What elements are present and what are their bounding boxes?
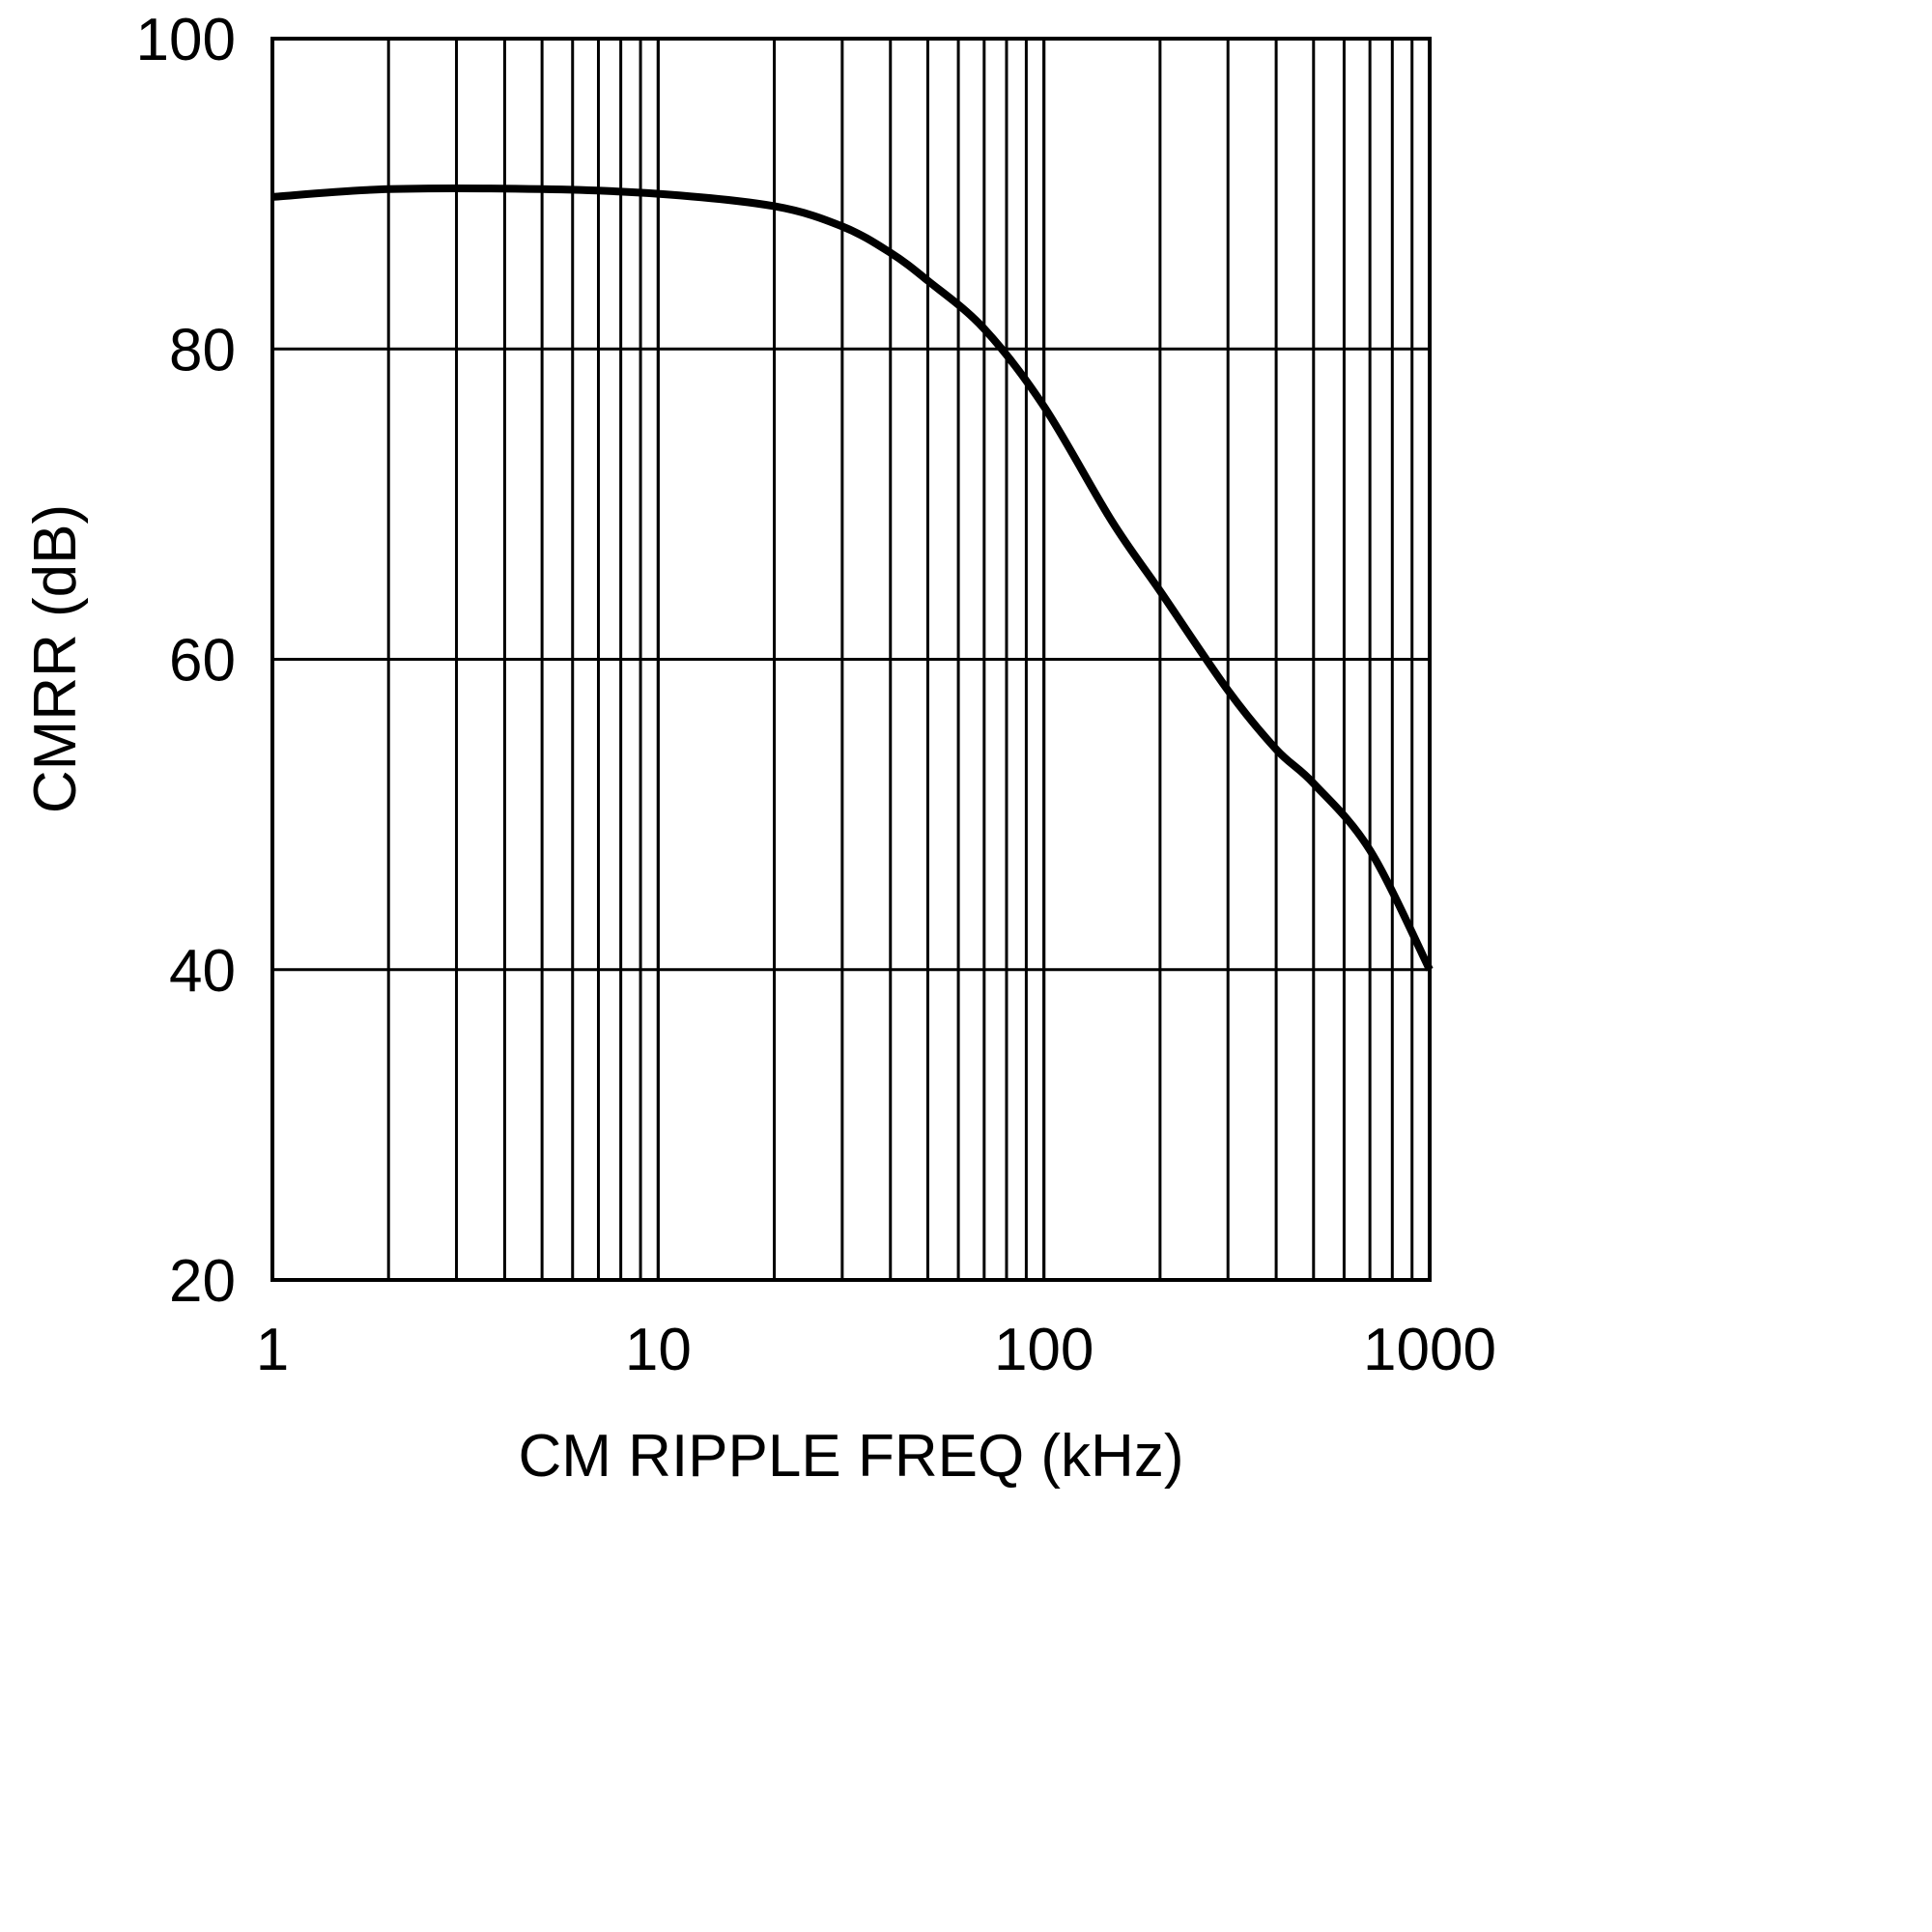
y-tick-label: 100 — [136, 7, 236, 73]
x-tick-label: 100 — [994, 1317, 1094, 1383]
grid — [272, 39, 1430, 1280]
y-tick-label: 60 — [169, 628, 236, 695]
y-axis-label: CMRR (dB) — [22, 504, 89, 813]
y-tick-label: 80 — [169, 317, 236, 384]
y-tick-label: 20 — [169, 1248, 236, 1315]
y-tick-label: 40 — [169, 938, 236, 1005]
x-tick-label: 1 — [256, 1317, 289, 1383]
series-line-cmrr — [271, 184, 1434, 972]
x-tick-label: 10 — [625, 1317, 692, 1383]
x-tick-label: 1000 — [1363, 1317, 1496, 1383]
plot-frame — [270, 37, 1432, 1282]
x-axis-label: CM RIPPLE FREQ (kHz) — [519, 1423, 1184, 1490]
